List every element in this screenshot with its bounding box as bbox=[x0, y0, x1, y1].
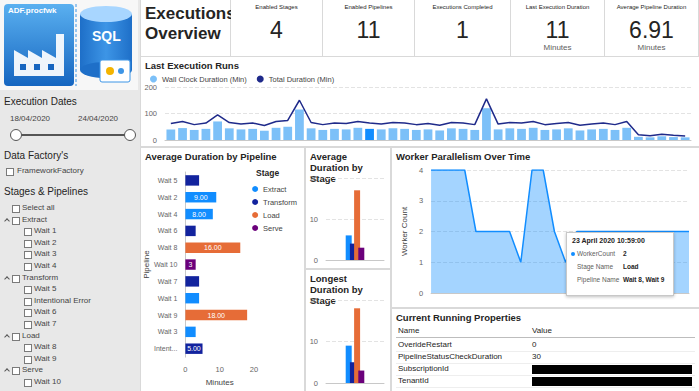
svg-text:10: 10 bbox=[310, 337, 318, 346]
svg-text:Wait 2: Wait 2 bbox=[158, 194, 178, 201]
svg-text:Wait 6: Wait 6 bbox=[158, 227, 178, 234]
svg-text:8.00: 8.00 bbox=[192, 211, 206, 218]
svg-text:Serve: Serve bbox=[263, 224, 283, 233]
svg-text:2: 2 bbox=[419, 227, 423, 236]
svg-text:3: 3 bbox=[189, 261, 193, 268]
svg-text:Worker Count: Worker Count bbox=[400, 206, 409, 256]
svg-text:20: 20 bbox=[310, 174, 318, 183]
svg-text:0: 0 bbox=[314, 379, 318, 388]
svg-text:Wait 3: Wait 3 bbox=[158, 328, 178, 335]
svg-text:0: 0 bbox=[314, 256, 318, 265]
svg-text:Wait 7: Wait 7 bbox=[158, 278, 178, 285]
svg-text:10: 10 bbox=[216, 365, 224, 374]
svg-text:5.00: 5.00 bbox=[187, 345, 201, 352]
svg-text:Transform: Transform bbox=[263, 198, 297, 207]
svg-text:Intent...: Intent... bbox=[154, 345, 177, 352]
svg-text:20: 20 bbox=[250, 365, 258, 374]
svg-text:Wait 9: Wait 9 bbox=[158, 312, 178, 319]
svg-text:20: 20 bbox=[310, 296, 318, 305]
svg-text:Wait 10: Wait 10 bbox=[154, 261, 178, 268]
svg-text:Pipeline: Pipeline bbox=[142, 250, 151, 279]
svg-text:9.00: 9.00 bbox=[194, 194, 208, 201]
svg-text:Load: Load bbox=[263, 211, 280, 220]
svg-text:0: 0 bbox=[183, 365, 187, 374]
svg-text:10: 10 bbox=[310, 215, 318, 224]
svg-text:1: 1 bbox=[419, 258, 423, 267]
svg-text:Wait 4: Wait 4 bbox=[158, 211, 178, 218]
svg-text:Wait 5: Wait 5 bbox=[158, 177, 178, 184]
svg-text:16.00: 16.00 bbox=[204, 244, 222, 251]
svg-text:Wall Clock Duration (Min): Wall Clock Duration (Min) bbox=[162, 75, 247, 84]
svg-text:100: 100 bbox=[144, 109, 157, 118]
svg-text:Total Duration (Min): Total Duration (Min) bbox=[269, 75, 335, 84]
svg-text:Wait 8: Wait 8 bbox=[158, 244, 178, 251]
svg-text:0: 0 bbox=[153, 136, 157, 145]
svg-text:Wait 1: Wait 1 bbox=[158, 295, 178, 302]
svg-text:0: 0 bbox=[419, 289, 423, 298]
svg-text:Extract: Extract bbox=[263, 185, 287, 194]
svg-text:200: 200 bbox=[144, 83, 157, 92]
svg-text:18.00: 18.00 bbox=[207, 312, 225, 319]
svg-text:3: 3 bbox=[419, 196, 423, 205]
svg-text:4: 4 bbox=[419, 166, 423, 175]
svg-text:Minutes: Minutes bbox=[206, 378, 234, 387]
